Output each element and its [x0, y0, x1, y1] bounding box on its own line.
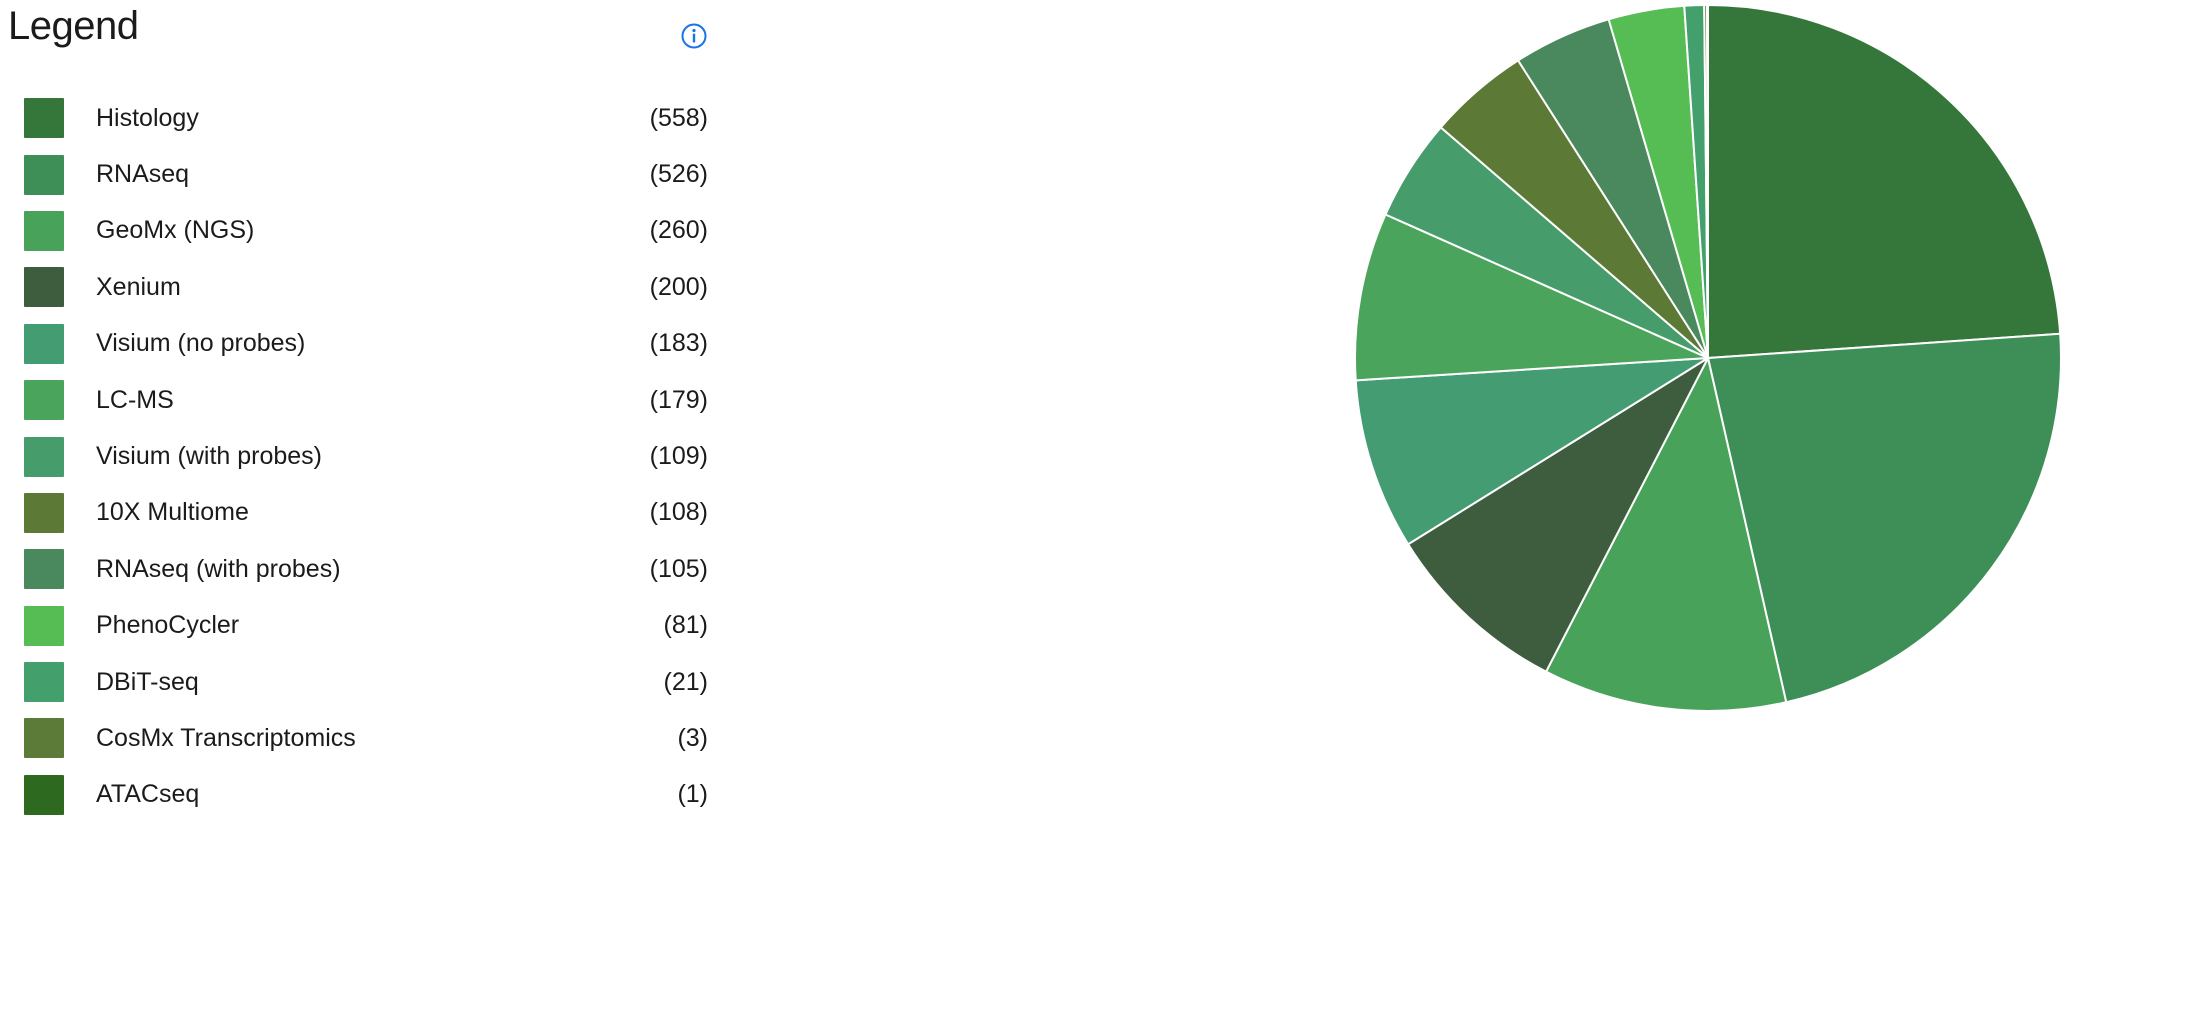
legend-count: (3)	[677, 723, 708, 752]
legend-label: LC-MS	[96, 385, 174, 414]
legend-count: (526)	[649, 160, 708, 189]
legend-swatch	[24, 323, 64, 364]
legend-item[interactable]: CosMx Transcriptomics (3)	[24, 710, 708, 766]
legend-count: (21)	[663, 667, 708, 696]
legend-count: (1)	[677, 780, 708, 809]
pie-slice[interactable]	[1545, 357, 1788, 712]
legend-label: CosMx Transcriptomics	[96, 723, 356, 752]
legend-item[interactable]: PhenoCycler (81)	[24, 598, 708, 654]
legend-swatch	[24, 718, 64, 759]
legend-item[interactable]: ATACseq (1)	[24, 767, 708, 823]
legend-label: GeoMx (NGS)	[96, 216, 255, 245]
pie-slice[interactable]	[1706, 3, 1709, 359]
legend-item[interactable]: Visium (with probes) (109)	[24, 428, 708, 484]
pie-slice[interactable]	[1407, 357, 1709, 673]
legend-label: RNAseq	[96, 160, 190, 189]
legend-label: ATACseq	[96, 780, 200, 809]
legend-label: RNAseq (with probes)	[96, 554, 341, 583]
legend-swatch	[24, 549, 64, 590]
info-icon[interactable]	[680, 22, 708, 50]
pie-slice[interactable]	[1707, 4, 2062, 359]
pie-slice[interactable]	[1354, 213, 1709, 382]
legend-label: Histology	[96, 103, 199, 132]
legend-swatch	[24, 492, 64, 533]
legend-count: (108)	[649, 498, 708, 527]
legend-label: Visium (no probes)	[96, 329, 306, 358]
legend-label: Visium (with probes)	[96, 442, 323, 471]
legend-item[interactable]: Histology (558)	[24, 90, 708, 146]
legend-swatch	[24, 774, 64, 815]
legend-count: (200)	[649, 272, 708, 301]
legend-label: Xenium	[96, 272, 181, 301]
legend-item[interactable]: DBiT-seq (21)	[24, 654, 708, 710]
legend-item[interactable]: Visium (no probes) (183)	[24, 316, 708, 372]
pie-slice[interactable]	[1707, 332, 2062, 704]
legend-item[interactable]: RNAseq (with probes) (105)	[24, 541, 708, 597]
legend-count: (109)	[649, 442, 708, 471]
legend-item[interactable]: GeoMx (NGS) (260)	[24, 203, 708, 259]
legend-count: (81)	[663, 611, 708, 640]
legend-swatch	[24, 154, 64, 195]
legend-item[interactable]: RNAseq (526)	[24, 146, 708, 202]
legend-swatch	[24, 436, 64, 477]
pie-chart	[1354, 3, 2062, 712]
legend-swatch	[24, 605, 64, 646]
legend-count: (183)	[649, 329, 708, 358]
legend-label: DBiT-seq	[96, 667, 199, 696]
legend-swatch	[24, 267, 64, 308]
legend-count: (558)	[649, 103, 708, 132]
legend-item[interactable]: Xenium (200)	[24, 259, 708, 315]
legend-list: Histology (558) RNAseq (526) GeoMx (NGS) (260…	[24, 90, 708, 823]
legend-swatch	[24, 98, 64, 139]
legend-swatch	[24, 662, 64, 703]
legend-count: (179)	[649, 385, 708, 414]
legend-count: (105)	[649, 554, 708, 583]
legend-count: (260)	[649, 216, 708, 245]
legend-item[interactable]: 10X Multiome (108)	[24, 485, 708, 541]
legend-swatch	[24, 380, 64, 421]
legend-swatch	[24, 210, 64, 251]
pie-slice[interactable]	[1354, 357, 1709, 546]
legend-label: 10X Multiome	[96, 498, 249, 527]
legend-title: Legend	[8, 4, 139, 48]
legend-item[interactable]: LC-MS (179)	[24, 372, 708, 428]
legend-label: PhenoCycler	[96, 611, 240, 640]
